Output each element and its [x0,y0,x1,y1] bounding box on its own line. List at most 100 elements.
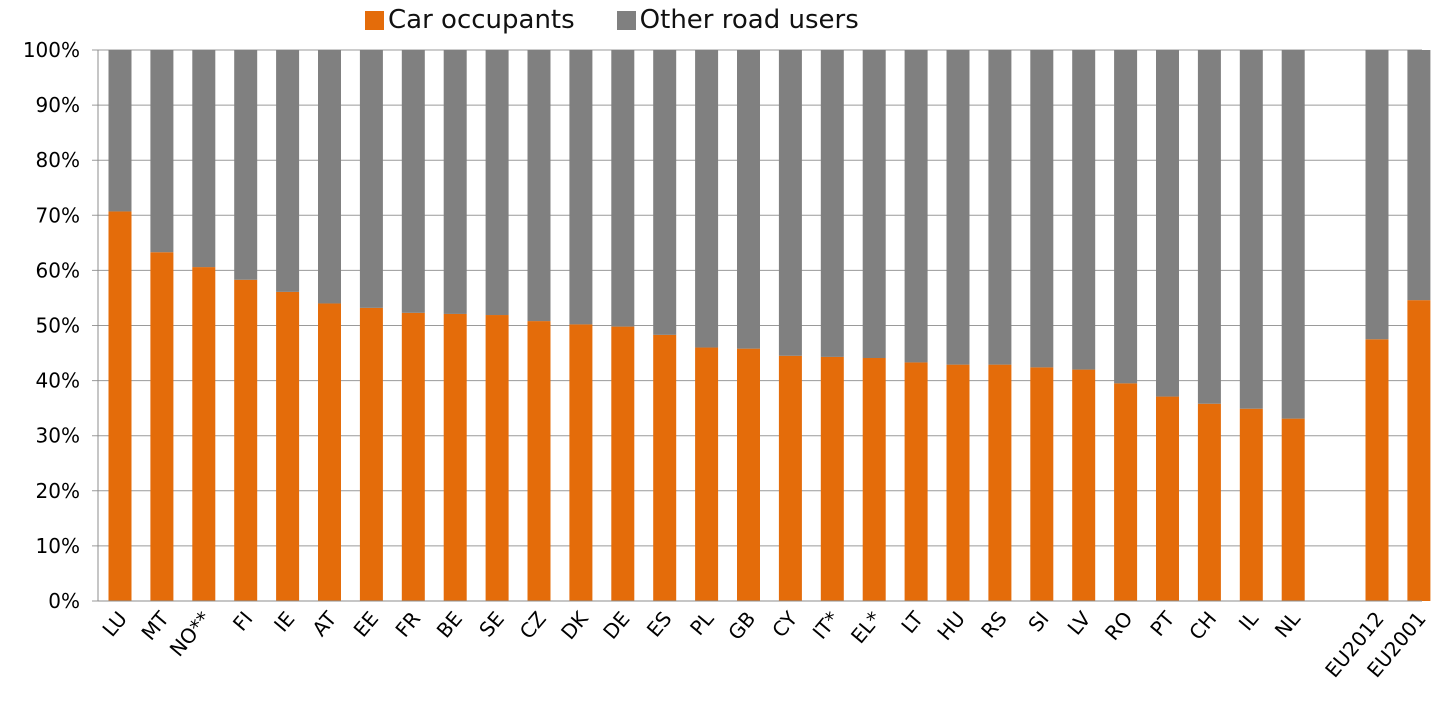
y-tick-label-9: 90% [36,93,80,117]
bar-car-occupants-itstar [820,356,844,601]
y-tick-label-4: 40% [36,369,80,393]
x-tick-label-ch: CH [1184,607,1221,645]
x-tick-label-at: AT [307,606,342,641]
legend-swatch-car-occupants [365,10,384,30]
bar-car-occupants-eu2001 [1407,300,1431,601]
x-tick-label-mt: MT [136,606,174,645]
bar-other-road-users-si [1030,50,1054,368]
bar-car-occupants-si [1030,367,1054,601]
bar-other-road-users-fi [234,50,258,280]
bar-other-road-users-rs [988,50,1012,365]
bar-car-occupants-ro [1114,383,1138,601]
bar-car-occupants-es [653,334,677,601]
x-tick-label-ro: RO [1100,607,1137,645]
bar-other-road-users-ee [359,50,383,308]
bar-car-occupants-de [611,326,635,601]
y-tick-label-3: 30% [36,424,80,448]
bar-other-road-users-gb [737,50,760,349]
y-tick-label-8: 80% [36,148,80,172]
bar-other-road-users-eu2012 [1365,50,1389,340]
y-tick-label-1: 10% [36,534,80,558]
bar-car-occupants-pl [695,347,719,601]
bar-car-occupants-eu2012 [1365,339,1389,601]
bar-other-road-users-elstar [862,50,886,359]
bar-other-road-users-mt [150,50,174,253]
bar-other-road-users-eu2001 [1407,50,1431,301]
legend-item-car-occupants: Car occupants [365,5,575,35]
bar-other-road-users-at [318,50,341,304]
bar-other-road-users-lv [1072,50,1096,370]
bar-car-occupants-dk [569,324,593,601]
x-tick-label-fr: FR [390,607,425,642]
y-tick-label-0: 0% [48,589,80,613]
x-tick-label-nl: NL [1270,606,1306,642]
y-tick-label-6: 60% [36,258,80,282]
bar-car-occupants-at [318,303,341,601]
x-tick-label-lv: LV [1063,607,1096,640]
x-tick-label-elstar: EL* [846,607,886,648]
y-tick-label-7: 70% [36,203,80,227]
bar-other-road-users-be [443,50,467,314]
x-tick-label-pl: PL [685,606,719,640]
y-tick-label-10: 100% [23,38,80,62]
legend-item-other-road-users: Other road users [616,5,859,35]
bar-other-road-users-nl [1281,50,1305,419]
bar-car-occupants-elstar [862,358,886,601]
bar-other-road-users-ch [1197,50,1221,404]
bar-other-road-users-lu [108,50,132,212]
bar-car-occupants-gb [737,348,760,601]
x-tick-label-se: SE [474,607,509,642]
bar-car-occupants-nostarstar [192,267,216,601]
bar-other-road-users-cy [778,50,802,356]
bar-car-occupants-lt [904,362,928,601]
bar-other-road-users-lt [904,50,928,363]
x-tick-label-itstar: IT* [808,607,844,644]
x-tick-label-si: SI [1023,607,1053,637]
bar-other-road-users-pt [1156,50,1179,397]
bar-other-road-users-se [485,50,509,316]
x-tick-label-rs: RS [976,607,1011,643]
legend: Car occupants Other road users [365,4,901,36]
bar-car-occupants-mt [150,252,174,602]
bar-car-occupants-pt [1156,396,1179,601]
legend-swatch-other-road-users [616,10,636,30]
bar-car-occupants-nl [1281,418,1305,601]
x-tick-label-pt: PT [1145,606,1179,641]
bar-car-occupants-ch [1197,403,1221,601]
bar-car-occupants-fi [234,279,258,601]
bar-car-occupants-be [443,313,467,601]
bar-other-road-users-ie [276,50,300,292]
legend-label-other-road-users: Other road users [639,5,859,35]
bar-car-occupants-cz [527,321,551,601]
x-tick-label-gb: GB [723,607,760,645]
bar-other-road-users-dk [569,50,593,325]
bar-other-road-users-cz [527,50,551,322]
x-tick-label-es: ES [642,607,677,642]
bar-other-road-users-pl [695,50,719,348]
x-tick-label-lu: LU [98,607,132,641]
bar-car-occupants-lu [108,211,132,601]
x-tick-label-be: BE [432,607,467,643]
legend-label-car-occupants: Car occupants [388,5,575,35]
y-tick-label-2: 20% [36,479,80,503]
bar-car-occupants-lv [1072,369,1096,601]
x-tick-label-lt: LT [896,606,928,638]
bar-car-occupants-ie [276,291,300,601]
bar-car-occupants-cy [778,355,802,601]
x-tick-label-cz: CZ [515,607,551,644]
bar-car-occupants-hu [946,364,970,601]
bar-other-road-users-de [611,50,635,327]
x-tick-label-de: DE [598,607,634,644]
x-tick-label-il: IL [1234,606,1264,635]
x-tick-label-nostarstar: NO** [165,607,216,661]
bar-car-occupants-se [485,315,509,601]
bar-other-road-users-fr [401,50,425,313]
x-tick-label-cy: CY [767,606,802,642]
bar-other-road-users-itstar [820,50,844,357]
x-tick-label-hu: HU [932,607,969,645]
bar-other-road-users-es [653,50,677,335]
y-tick-label-5: 50% [36,314,80,338]
bar-other-road-users-hu [946,50,970,365]
x-tick-label-ee: EE [349,607,384,642]
x-tick-label-ie: IE [269,607,299,637]
